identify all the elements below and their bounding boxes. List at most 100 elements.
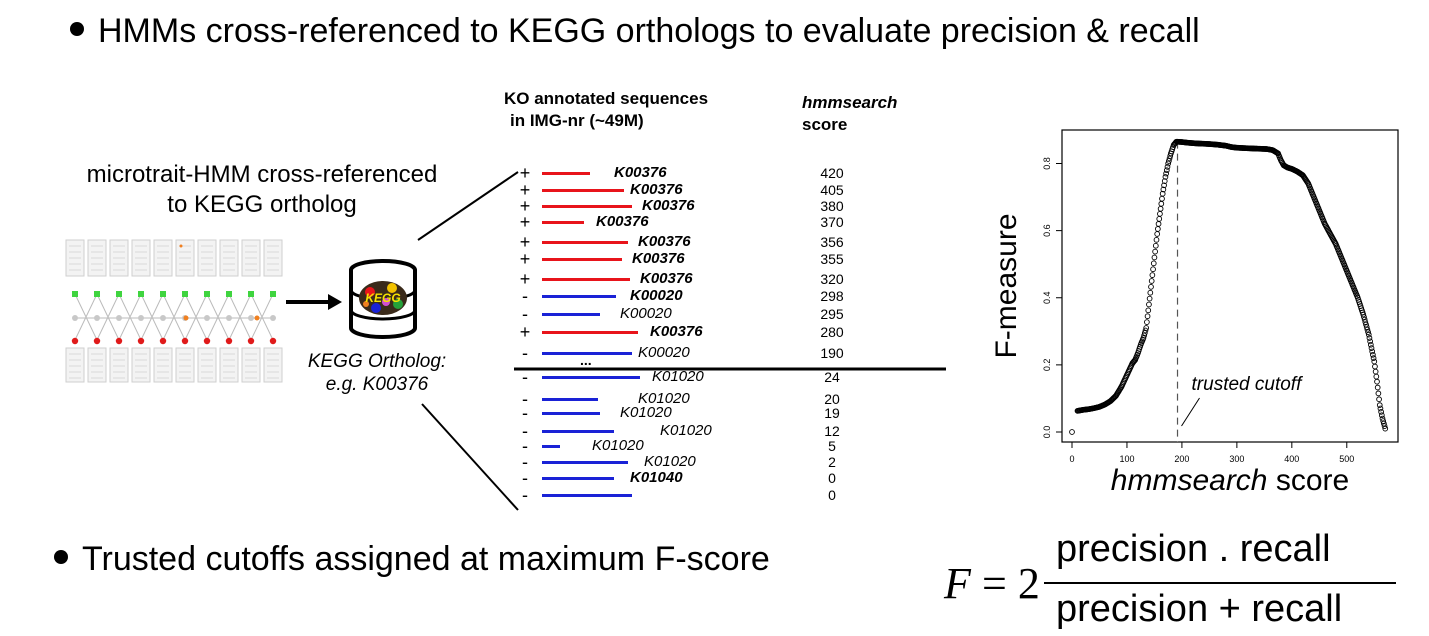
hmm-insert-state bbox=[226, 315, 232, 321]
sequence-score: 355 bbox=[820, 251, 844, 267]
sequence-row: - K00020 190 bbox=[0, 344, 1429, 362]
sequence-score: 19 bbox=[824, 405, 840, 421]
hmm-state-network bbox=[71, 244, 277, 345]
data-point bbox=[1376, 402, 1383, 408]
hmm-emission-box bbox=[241, 347, 261, 383]
sequence-sign: - bbox=[522, 403, 528, 423]
data-point bbox=[1372, 368, 1379, 375]
sequence-ko-label: K00020 bbox=[638, 344, 690, 361]
hmm-top-boxes bbox=[65, 239, 283, 277]
bullet-dot bbox=[54, 550, 68, 565]
data-point bbox=[1363, 324, 1370, 330]
sequence-ko-label: K00376 bbox=[642, 197, 695, 214]
hmm-transition bbox=[228, 293, 252, 341]
data-point bbox=[1364, 326, 1371, 333]
data-point bbox=[1165, 160, 1172, 167]
sequence-row: - K01020 5 bbox=[0, 437, 1429, 455]
hmm-transition bbox=[162, 293, 186, 341]
data-point bbox=[1141, 332, 1147, 339]
kegg-logo-text: KEGG bbox=[365, 291, 400, 305]
sequence-bar bbox=[542, 376, 640, 379]
data-point bbox=[1147, 289, 1154, 296]
sequence-score: 380 bbox=[820, 198, 844, 214]
data-point bbox=[1166, 155, 1173, 162]
data-point bbox=[1151, 254, 1158, 261]
data-point bbox=[1378, 409, 1384, 415]
data-point bbox=[1146, 295, 1153, 302]
data-point bbox=[1158, 200, 1165, 207]
x-tick-label: 400 bbox=[1284, 454, 1299, 464]
hmm-insert-state bbox=[160, 315, 166, 321]
kegg-database-icon: KEGG bbox=[349, 259, 417, 339]
hmm-match-state bbox=[72, 291, 78, 297]
sequence-sign: + bbox=[519, 269, 531, 289]
sequence-row: + K00376 355 bbox=[0, 250, 1429, 268]
hmm-insert-state bbox=[138, 315, 144, 321]
hmm-delete-state bbox=[247, 337, 255, 345]
f-score-formula: F = 2 precision . recall precision + rec… bbox=[944, 528, 1404, 634]
hmm-insert-state bbox=[72, 315, 78, 321]
sequence-score: 320 bbox=[820, 271, 844, 287]
hmm-transition bbox=[250, 293, 274, 341]
hmm-profile-diagram bbox=[65, 239, 283, 383]
hmm-insert-state bbox=[94, 315, 100, 321]
sequences-header-line1: KO annotated sequences bbox=[504, 89, 709, 108]
data-point bbox=[1369, 348, 1376, 355]
sequence-score: 405 bbox=[820, 182, 844, 198]
sequence-ko-label: K00020 bbox=[630, 287, 683, 304]
hmm-marker bbox=[179, 244, 183, 248]
hmm-bottom-boxes bbox=[65, 347, 283, 383]
sequence-row: - K01020 2 bbox=[0, 453, 1429, 471]
x-tick-label: 0 bbox=[1069, 454, 1074, 464]
sequence-sign: + bbox=[519, 163, 531, 183]
sequence-bar bbox=[542, 430, 614, 433]
sequence-ko-label: K00376 bbox=[630, 181, 683, 198]
sequence-ko-label: K00376 bbox=[650, 323, 703, 340]
data-point bbox=[1376, 396, 1382, 403]
sequence-bar bbox=[542, 331, 638, 334]
data-point bbox=[1366, 335, 1373, 341]
hmm-marker bbox=[254, 315, 260, 321]
sequence-ko-label: K01020 bbox=[652, 368, 704, 385]
sequence-sign: - bbox=[522, 452, 528, 472]
hmm-insert-state bbox=[270, 315, 276, 321]
data-point bbox=[1378, 412, 1385, 419]
data-point bbox=[1156, 216, 1163, 222]
hmm-match-state bbox=[204, 291, 210, 297]
sequence-bar bbox=[542, 313, 600, 316]
data-point bbox=[1163, 170, 1169, 177]
data-point bbox=[1382, 425, 1389, 432]
kegg-ortholog-caption: KEGG Ortholog: e.g. K00376 bbox=[292, 350, 462, 396]
hmm-emission-box bbox=[131, 347, 151, 383]
sequence-row: + K00376 405 bbox=[0, 181, 1429, 199]
sequence-sign: + bbox=[519, 322, 531, 342]
top-bullet-text: HMMs cross-referenced to KEGG orthologs … bbox=[98, 12, 1200, 50]
hmm-delete-state bbox=[93, 337, 101, 345]
hmm-match-state bbox=[94, 291, 100, 297]
data-point bbox=[1150, 260, 1157, 267]
data-point bbox=[1150, 266, 1156, 273]
data-point bbox=[1161, 182, 1167, 189]
hmm-emission-box bbox=[87, 347, 107, 383]
hmm-emission-box bbox=[263, 347, 283, 383]
sequence-score: 420 bbox=[820, 165, 844, 181]
sequence-score: 0 bbox=[828, 470, 836, 486]
sequence-score: 5 bbox=[828, 438, 836, 454]
y-tick-label: 0.4 bbox=[1042, 291, 1052, 304]
hmm-emission-box bbox=[219, 347, 239, 383]
sequence-sign: + bbox=[519, 196, 531, 216]
data-point bbox=[1148, 283, 1154, 290]
data-point bbox=[1146, 301, 1152, 308]
x-tick-label: 500 bbox=[1339, 454, 1354, 464]
trusted-cutoff-label: trusted cutoff bbox=[1192, 374, 1304, 395]
sequence-row: + K00376 380 bbox=[0, 197, 1429, 215]
sequence-bar bbox=[542, 412, 600, 415]
sequence-bar bbox=[542, 241, 628, 244]
sequence-ko-label: K01020 bbox=[620, 404, 672, 421]
x-tick-label: 100 bbox=[1119, 454, 1134, 464]
hmm-transition bbox=[184, 293, 208, 341]
sequence-bar bbox=[542, 494, 632, 497]
data-point bbox=[1148, 278, 1155, 284]
y-tick-label: 0.8 bbox=[1042, 157, 1052, 170]
data-point bbox=[1144, 319, 1150, 325]
